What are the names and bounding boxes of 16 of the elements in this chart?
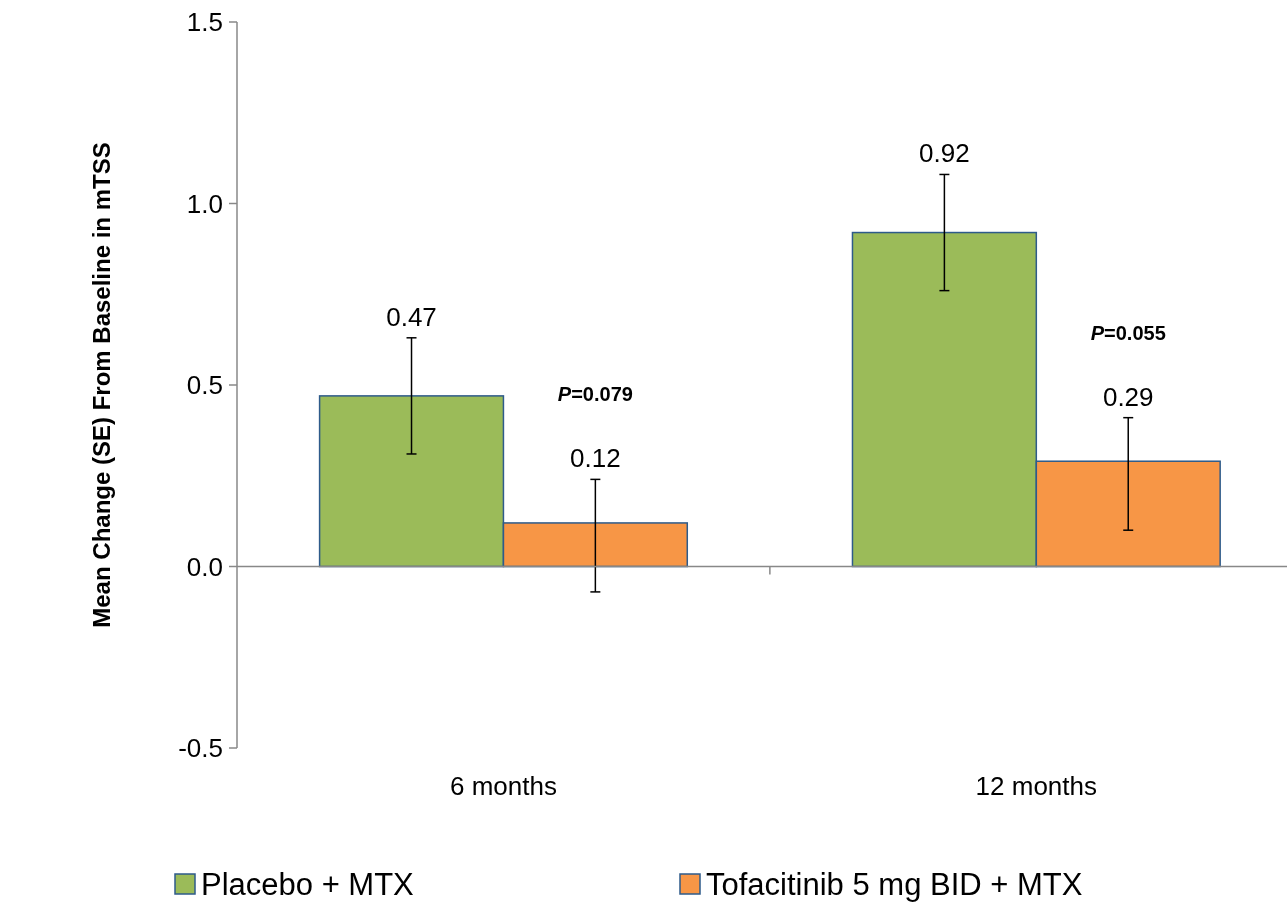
data-label: 0.12 [570,443,621,474]
y-tick-label: 1.5 [186,7,223,38]
y-tick-label: -0.5 [178,733,223,764]
annotation: P=0.079 [557,383,633,406]
y-axis-title: Mean Change (SE) From Baseline in mTSS [88,142,115,628]
data-label: 0.29 [1102,381,1154,412]
data-label: 0.47 [386,301,437,332]
data-label: 0.92 [919,138,970,169]
x-tick-label: 12 months [975,771,1098,801]
x-tick-label: 6 months [449,771,557,801]
legend-label: Tofacitinib 5 mg BID + MTX [706,867,1083,903]
legend-label: Placebo + MTX [201,867,415,903]
y-tick-label: 0.0 [186,551,223,582]
annotation: P=0.055 [1090,321,1166,344]
y-tick-label: 1.0 [186,188,223,219]
y-tick-label: 0.5 [186,370,223,401]
